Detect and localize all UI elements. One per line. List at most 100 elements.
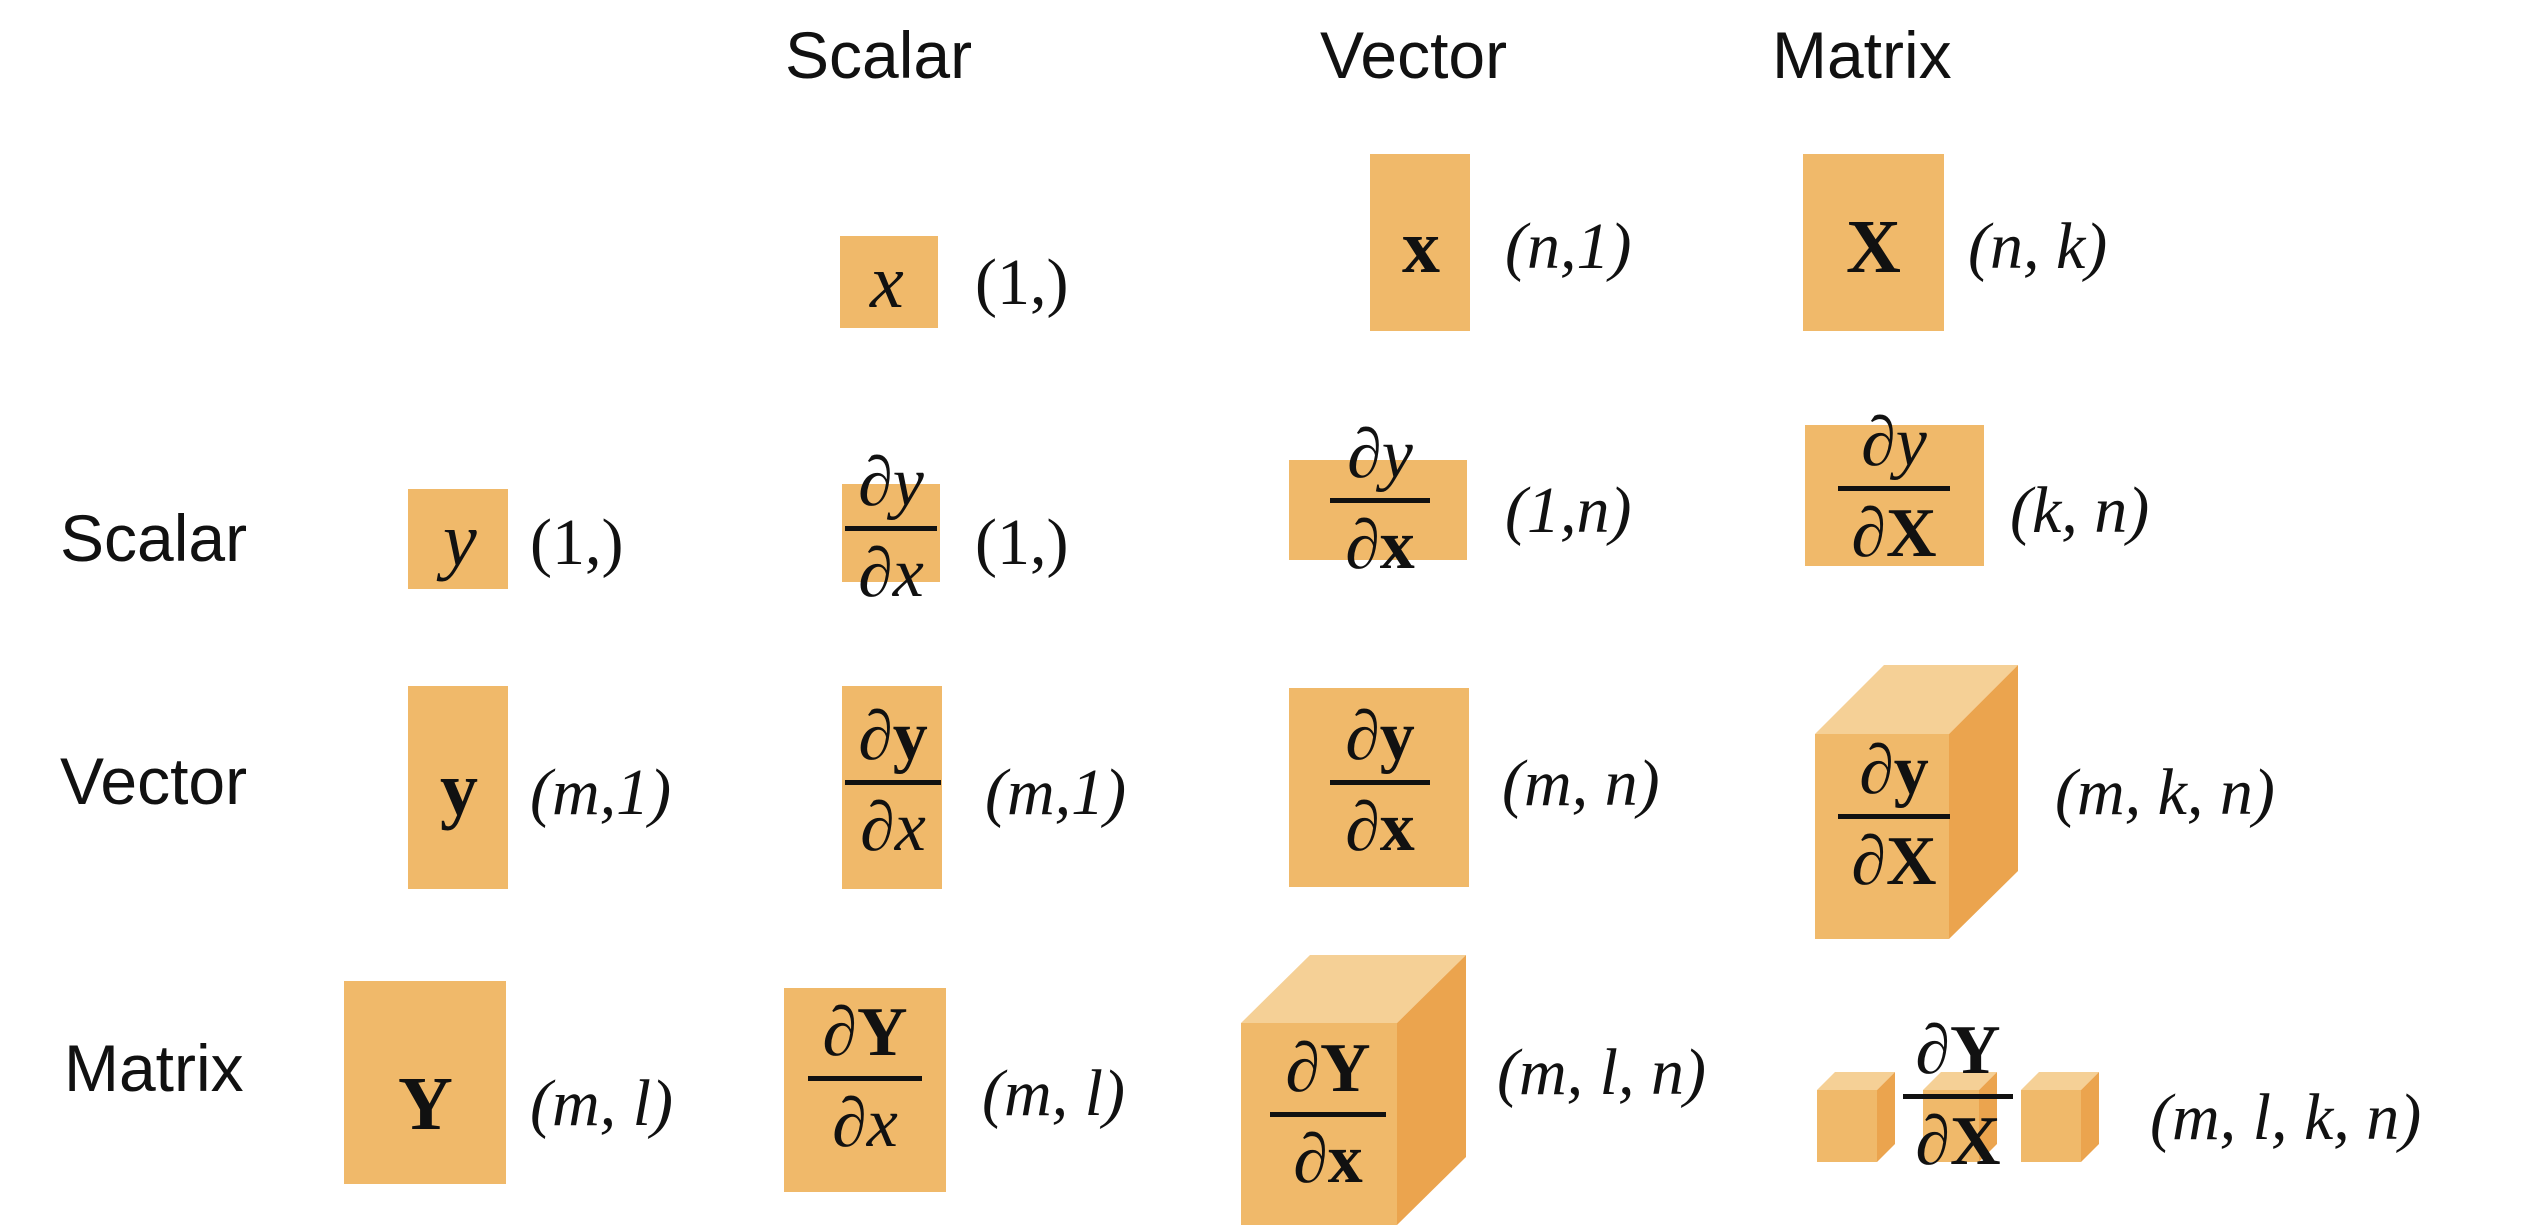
deriv-vector-matrix-cube: [1815, 665, 2018, 939]
output-vector-shape: (m,1): [530, 756, 672, 829]
numerator: Y: [1950, 1012, 2001, 1089]
deriv-scalar-scalar-box: [842, 484, 940, 582]
partial-symbol: ∂: [1915, 1103, 1951, 1180]
partial-symbol: ∂: [858, 698, 893, 775]
partial-symbol: ∂: [1347, 416, 1382, 493]
fraction-bar: [1330, 780, 1430, 785]
denominator: x: [1327, 1121, 1363, 1198]
deriv-vector-vector-shape: (m, n): [1502, 747, 1660, 820]
deriv-matrix-matrix-fraction: ∂Y ∂X: [1903, 1016, 2013, 1177]
deriv-vector-vector-fraction: ∂y ∂x: [1330, 702, 1430, 863]
partial-symbol: ∂: [858, 444, 893, 521]
numerator: Y: [1320, 1030, 1371, 1107]
small-cube-middle: [1923, 1072, 1997, 1162]
cube-front-face: [1241, 1023, 1397, 1225]
partial-symbol: ∂: [1915, 1012, 1951, 1089]
output-scalar-shape: (1,): [530, 506, 624, 579]
partial-symbol: ∂: [1293, 1121, 1328, 1198]
output-matrix-shape: (m, l): [530, 1067, 673, 1140]
input-matrix-box: [1803, 154, 1944, 331]
deriv-matrix-vector-cube: [1241, 955, 1466, 1225]
denominator: X: [1886, 495, 1937, 572]
fraction-bar: [1838, 486, 1950, 491]
partial-symbol: ∂: [1345, 789, 1380, 866]
deriv-matrix-scalar-shape: (m, l): [982, 1057, 1125, 1130]
numerator: y: [1895, 404, 1927, 481]
deriv-matrix-vector-fraction: ∂Y ∂x: [1270, 1034, 1386, 1195]
partial-symbol: ∂: [1861, 404, 1896, 481]
numerator: Y: [857, 994, 908, 1071]
deriv-vector-scalar-shape: (m,1): [985, 756, 1127, 829]
output-vector-symbol: y: [440, 747, 478, 831]
deriv-vector-matrix-shape: (m, k, n): [2055, 756, 2275, 829]
denominator: x: [894, 789, 926, 866]
numerator: y: [1381, 416, 1413, 493]
denominator: x: [866, 1085, 898, 1162]
input-matrix-shape: (n, k): [1968, 210, 2108, 283]
input-vector-box: [1370, 154, 1470, 331]
input-scalar-box: [840, 236, 938, 328]
deriv-vector-scalar-box: [842, 686, 942, 889]
cube-top-face: [1241, 955, 1466, 1023]
fraction-bar: [1330, 498, 1430, 503]
denominator: x: [1379, 789, 1415, 866]
output-matrix-box: [344, 981, 506, 1184]
column-header-scalar: Scalar: [785, 18, 973, 92]
numerator: y: [892, 698, 928, 775]
denominator: X: [1950, 1103, 2001, 1180]
input-vector-symbol: x: [1402, 205, 1440, 289]
small-cube-left: [1817, 1072, 1895, 1162]
deriv-matrix-vector-shape: (m, l, n): [1497, 1036, 1706, 1109]
deriv-scalar-vector-shape: (1,n): [1505, 478, 1631, 544]
deriv-matrix-matrix-cubes: [1817, 1072, 2099, 1162]
denominator: x: [892, 535, 924, 612]
denominator: x: [1379, 507, 1415, 584]
deriv-matrix-scalar-fraction: ∂Y ∂x: [808, 998, 922, 1159]
partial-symbol: ∂: [1851, 823, 1887, 900]
output-scalar-symbol: y: [443, 498, 477, 582]
input-matrix-symbol: X: [1846, 205, 1901, 289]
deriv-scalar-matrix-fraction: ∂y ∂X: [1838, 408, 1950, 569]
deriv-scalar-vector-fraction: ∂y ∂x: [1330, 420, 1430, 581]
input-scalar-shape: (1,): [975, 246, 1069, 319]
denominator: X: [1886, 823, 1937, 900]
deriv-vector-vector-box: [1289, 688, 1469, 887]
deriv-vector-scalar-fraction: ∂y ∂x: [845, 702, 941, 863]
cube-top-face: [1815, 665, 2018, 734]
deriv-scalar-scalar-shape: (1,): [975, 506, 1069, 579]
fraction-bar: [808, 1076, 922, 1081]
numerator: y: [892, 444, 924, 521]
partial-symbol: ∂: [1859, 732, 1894, 809]
row-header-vector: Vector: [60, 744, 248, 818]
fraction-bar: [845, 780, 941, 785]
partial-symbol: ∂: [1851, 495, 1887, 572]
deriv-matrix-matrix-shape: (m, l, k, n): [2150, 1081, 2422, 1154]
deriv-matrix-scalar-box: [784, 988, 946, 1192]
fraction-bar: [1903, 1094, 2013, 1099]
numerator: y: [1379, 698, 1415, 775]
deriv-scalar-vector-box: [1289, 460, 1467, 560]
deriv-scalar-scalar-fraction: ∂y ∂x: [845, 448, 937, 609]
output-scalar-box: [408, 489, 508, 589]
partial-symbol: ∂: [858, 535, 893, 612]
partial-symbol: ∂: [822, 994, 858, 1071]
output-vector-box: [408, 686, 508, 889]
column-header-vector: Vector: [1320, 18, 1508, 92]
cube-front-face: [1815, 734, 1949, 939]
small-cube-right: [2021, 1072, 2099, 1162]
deriv-scalar-matrix-box: [1805, 425, 1984, 566]
partial-symbol: ∂: [860, 789, 895, 866]
deriv-scalar-matrix-shape: (k, n): [2010, 474, 2150, 547]
column-header-matrix: Matrix: [1772, 18, 1952, 92]
row-header-scalar: Scalar: [60, 501, 248, 575]
partial-symbol: ∂: [1345, 698, 1380, 775]
deriv-vector-matrix-fraction: ∂y ∂X: [1838, 736, 1950, 897]
numerator: y: [1893, 732, 1929, 809]
input-vector-shape: (n,1): [1505, 210, 1632, 283]
partial-symbol: ∂: [1285, 1030, 1321, 1107]
output-matrix-symbol: Y: [398, 1062, 453, 1146]
cube-side-face: [1949, 665, 2018, 939]
partial-symbol: ∂: [1345, 507, 1380, 584]
shape-text: (1,n): [1505, 474, 1632, 547]
cube-side-face: [1397, 955, 1466, 1225]
